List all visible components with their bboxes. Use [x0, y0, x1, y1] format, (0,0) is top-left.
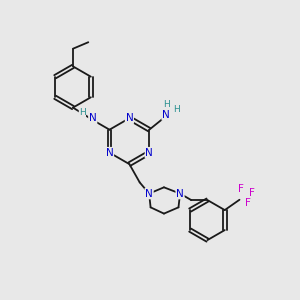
- Text: N: N: [125, 113, 133, 123]
- Text: N: N: [176, 189, 184, 199]
- Text: F: F: [245, 198, 251, 208]
- Text: F: F: [249, 188, 255, 198]
- Text: N: N: [145, 189, 153, 199]
- Text: N: N: [162, 110, 170, 120]
- Text: H: H: [174, 105, 180, 114]
- Text: N: N: [89, 113, 97, 124]
- Text: N: N: [146, 148, 153, 158]
- Text: H: H: [79, 108, 86, 117]
- Text: N: N: [106, 148, 113, 158]
- Text: H: H: [163, 100, 170, 109]
- Text: F: F: [238, 184, 244, 194]
